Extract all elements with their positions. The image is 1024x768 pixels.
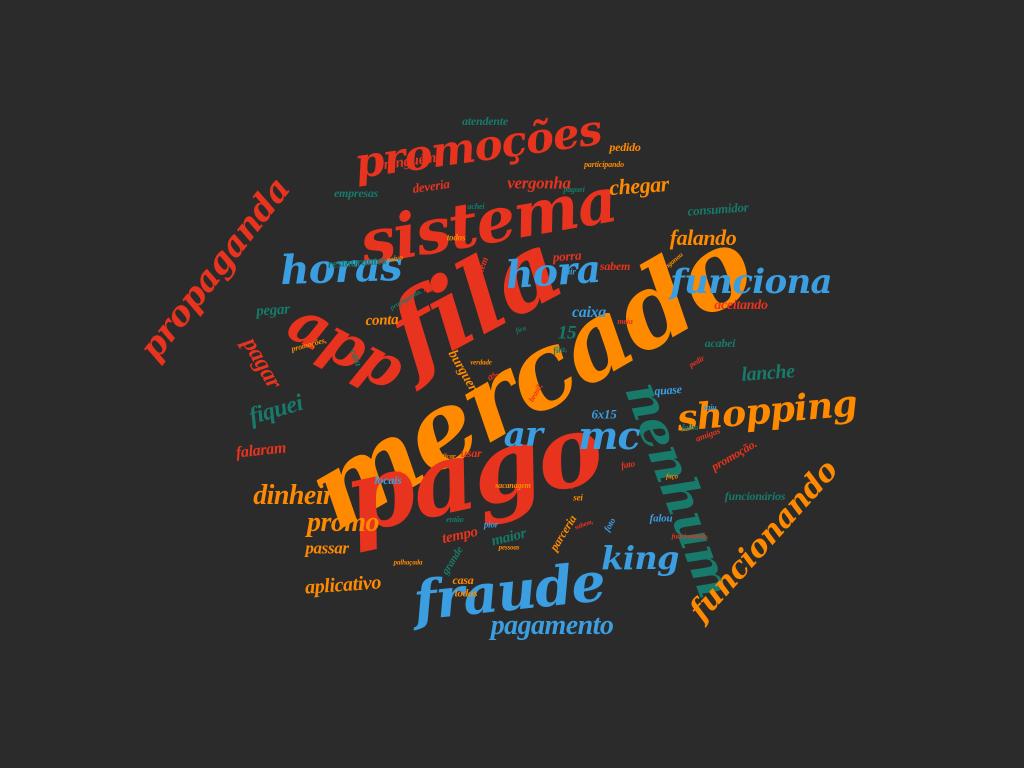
word-sacanagem: sacanagem <box>495 482 530 490</box>
word-pior: pior <box>484 521 498 530</box>
word-quase: quase <box>654 383 682 397</box>
word-promocao: promoção. <box>709 437 758 472</box>
word-achei: achei <box>468 203 485 211</box>
word-falou: falou <box>650 514 673 525</box>
word-chegar: chegar <box>608 173 669 199</box>
word-verdade: verdade <box>470 360 492 367</box>
word-funcionando: funcionando. <box>671 534 708 541</box>
word-meia: meia <box>617 318 632 326</box>
word-participando: participando <box>584 161 624 169</box>
word-locais: locais <box>374 474 401 486</box>
word-pedido: pedido <box>609 141 640 153</box>
word-dinheiro: dinheiro <box>253 482 347 510</box>
word-aceitando: aceitando <box>714 299 767 313</box>
word-pessoas: pessoas <box>499 545 520 552</box>
word-foto: foto <box>603 517 618 533</box>
word-promo: promo <box>307 509 379 537</box>
word-pagamento: pagamento <box>491 612 614 640</box>
word-entao: então <box>446 516 463 524</box>
word-funciona: funciona <box>670 265 832 299</box>
word-acabei: acabei <box>705 337 736 349</box>
word-15: 15 <box>558 324 576 343</box>
word-lanche: lanche <box>741 361 795 385</box>
word-fato: fato <box>620 459 635 470</box>
word-propaganda: propaganda <box>134 172 296 366</box>
word-porra: porra <box>552 249 581 264</box>
word-caixa: caixa <box>572 305 606 321</box>
word-ar: ar, <box>597 322 608 333</box>
word-funcionarios: funcionários <box>725 490 785 502</box>
word-casa: casa <box>452 574 473 586</box>
word-ar: ar <box>504 418 543 452</box>
word-consumidor: consumidor <box>687 200 749 217</box>
word-falaram: falaram <box>235 440 287 461</box>
word-sair: sair <box>562 268 575 277</box>
word-pedir: pedir <box>688 355 706 370</box>
word-falando: falando <box>670 227 737 249</box>
word-king: king <box>601 542 678 574</box>
word-aceita: aceita <box>424 287 440 294</box>
word-saiu: saiu <box>703 404 716 412</box>
word-usar: usar <box>460 447 481 459</box>
word-faco: faço <box>666 474 678 481</box>
word-sabem: sabem <box>600 260 630 272</box>
word-mc: mc <box>578 417 640 455</box>
word-vergonha: vergonha <box>507 175 570 192</box>
word-atendente: atendente <box>462 115 508 127</box>
word-conta: conta <box>365 313 398 329</box>
word-pegar: pegar <box>256 302 290 319</box>
word-palhacada: palhaçada <box>394 560 423 567</box>
word-6x15: 6x15 <box>592 408 617 421</box>
word-empresas: empresas <box>334 187 378 199</box>
word-todos: todos <box>447 234 466 243</box>
word-parceria: parceria <box>547 513 578 553</box>
word-todas: todas <box>455 589 478 600</box>
word-fiquei: fiquei <box>247 391 306 429</box>
word-aplicativo: aplicativo <box>304 572 381 597</box>
word-passar: passar <box>305 540 348 557</box>
word-sei: sei <box>573 494 582 503</box>
word-ficar: ficar <box>443 454 456 461</box>
word-paguei: paguei <box>563 186 584 194</box>
word-falha: falha <box>682 424 699 432</box>
